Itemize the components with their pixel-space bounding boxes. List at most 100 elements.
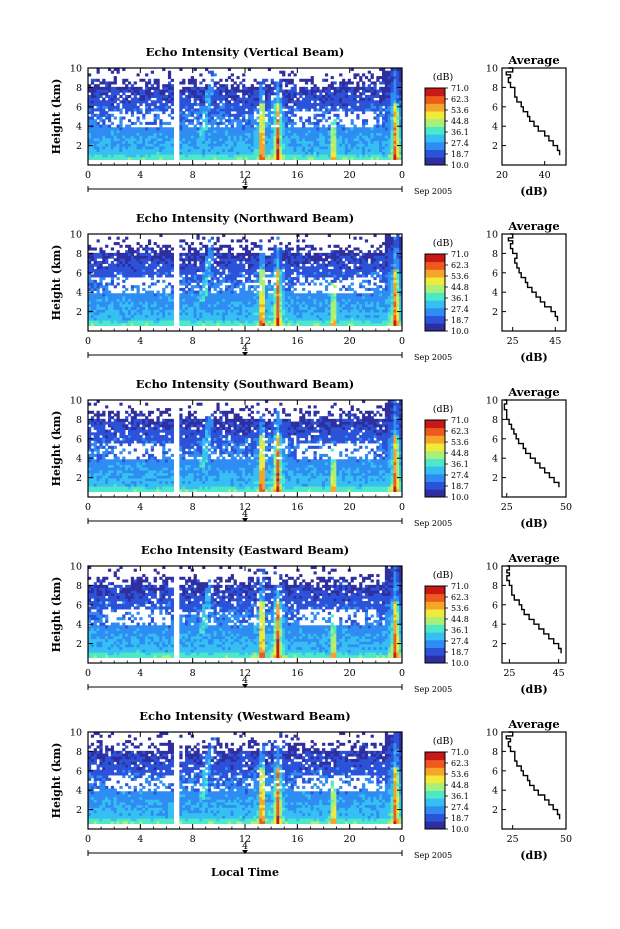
heatmap-cell (267, 127, 272, 131)
heatmap-cell (119, 269, 123, 273)
heatmap-cell (167, 127, 172, 131)
heatmap-cell (399, 86, 403, 90)
heatmap-cell (179, 301, 183, 305)
heatmap-cell (170, 285, 174, 289)
heatmap-cell (179, 312, 183, 316)
heatmap-cell (107, 97, 112, 101)
heatmap-cell (127, 255, 132, 259)
heatmap-cell (107, 100, 112, 104)
heatmap-cell (367, 105, 371, 109)
heatmap-cell (304, 312, 309, 316)
heatmap-cell (250, 92, 254, 96)
heatmap-cell (279, 121, 283, 125)
heatmap-cell (259, 84, 263, 88)
heatmap-cell (382, 108, 386, 112)
heatmap-cell (107, 116, 112, 120)
heatmap-cell (270, 252, 274, 256)
heatmap-cell (293, 140, 297, 144)
heatmap-cell (207, 282, 212, 286)
heatmap-cell (225, 266, 229, 270)
heatmap-cell (247, 252, 252, 256)
heatmap-cell (102, 301, 106, 305)
heatmap-cell (145, 269, 149, 273)
heatmap-cell (193, 116, 197, 120)
heatmap-cell (207, 266, 212, 270)
heatmap-cell (107, 304, 112, 308)
heatmap-cell (359, 97, 363, 101)
heatmap-cell (125, 151, 129, 155)
heatmap-cell (322, 156, 326, 160)
heatmap-cell (116, 252, 120, 256)
heatmap-cell (182, 271, 186, 275)
heatmap-cell (145, 94, 149, 98)
heatmap-cell (324, 143, 329, 147)
heatmap-cell (207, 116, 212, 120)
heatmap-cell (150, 271, 154, 275)
heatmap-cell (225, 84, 229, 88)
y-tick-label: 10 (70, 64, 82, 75)
heatmap-cell (193, 103, 197, 107)
heatmap-cell (210, 277, 214, 281)
heatmap-cell (170, 252, 174, 256)
heatmap-cell (307, 148, 311, 152)
heatmap-cell (219, 94, 223, 98)
heatmap-cell (165, 94, 169, 98)
heatmap-cell (139, 140, 143, 144)
heatmap-cell (205, 309, 209, 313)
heatmap-cell (210, 151, 214, 155)
heatmap-cell (290, 113, 294, 117)
heatmap-cell (242, 312, 246, 316)
heatmap-cell (282, 97, 286, 101)
heatmap-cell (130, 129, 135, 134)
heatmap-cell (256, 103, 260, 107)
heatmap-cell (96, 255, 100, 259)
heatmap-cell (90, 274, 95, 278)
heatmap-cell (182, 252, 186, 256)
heatmap-cell (142, 89, 146, 93)
heatmap-cell (99, 156, 103, 160)
heatmap-cell (276, 146, 280, 150)
heatmap-cell (256, 258, 260, 262)
heatmap-cell (207, 269, 212, 273)
heatmap-cell (227, 138, 232, 142)
heatmap-cell (330, 271, 334, 275)
heatmap-cell (153, 78, 157, 82)
heatmap-cell (210, 271, 214, 275)
heatmap-cell (299, 89, 303, 93)
heatmap-cell (253, 260, 257, 264)
heatmap-cell (282, 322, 286, 326)
heatmap-cell (205, 295, 209, 300)
heatmap-cell (102, 295, 106, 300)
heatmap-cell (387, 143, 391, 147)
heatmap-cell (207, 279, 212, 283)
heatmap-cell (253, 285, 257, 289)
heatmap-cell (304, 100, 309, 104)
heatmap-cell (213, 247, 217, 251)
heatmap-cell (219, 111, 223, 115)
heatmap-cell (130, 86, 135, 90)
heatmap-cell (316, 274, 320, 278)
heatmap-cell (147, 309, 152, 313)
heatmap-cell (262, 304, 266, 308)
heatmap-cell (333, 317, 337, 321)
heatmap-cell (125, 255, 129, 259)
heatmap-cell (324, 309, 329, 313)
heatmap-cell (287, 143, 292, 147)
heatmap-cell (382, 81, 386, 85)
heatmap-cell (339, 89, 343, 93)
heatmap-cell (390, 156, 394, 160)
heatmap-cell (399, 103, 403, 107)
heatmap-cell (239, 89, 243, 93)
heatmap-cell (102, 154, 106, 158)
heatmap-cell (359, 94, 363, 98)
heatmap-cell (384, 108, 389, 112)
heatmap-cell (290, 322, 294, 326)
heatmap-cell (333, 135, 337, 139)
heatmap-cell (233, 282, 237, 286)
heatmap-cell (147, 293, 152, 297)
heatmap-cell (222, 322, 226, 326)
heatmap-cell (384, 84, 389, 88)
heatmap-cell (304, 266, 309, 270)
heatmap-cell (145, 244, 149, 248)
heatmap-cell (227, 266, 232, 270)
